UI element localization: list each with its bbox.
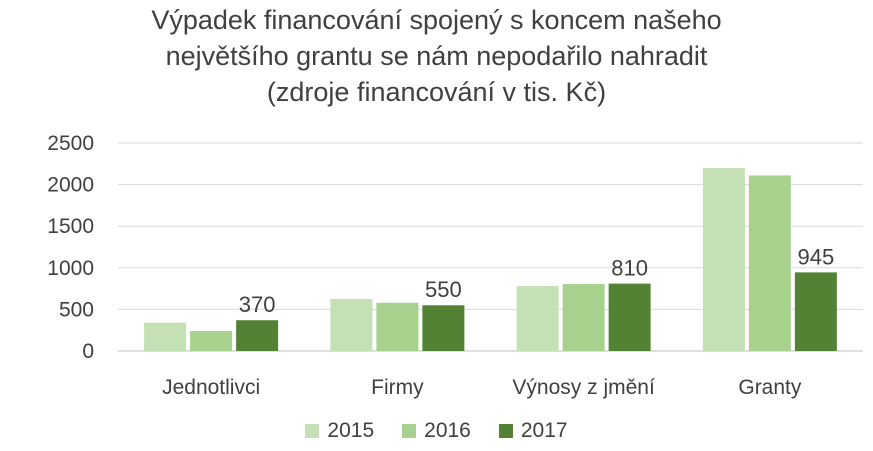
y-tick-label: 1000: [47, 257, 94, 280]
bar-2016: [376, 302, 419, 351]
legend-swatch-2016: [402, 424, 417, 438]
legend-item-2015: 2015: [305, 419, 374, 443]
legend-swatch-2015: [305, 424, 320, 438]
bar-2015: [330, 299, 373, 351]
bar-2017: [236, 320, 279, 351]
y-tick-label: 2500: [47, 132, 94, 155]
legend-label-2017: 2017: [520, 419, 568, 442]
x-category-label: Granty: [738, 376, 802, 399]
bar-2017: [794, 272, 837, 351]
legend-label-2015: 2015: [327, 419, 375, 442]
chart-title-line-3: (zdroje financování v tis. Kč): [266, 77, 607, 107]
bar-2017: [422, 305, 465, 351]
bar-2017: [608, 283, 651, 351]
y-tick-label: 500: [59, 298, 94, 321]
legend-swatch-2017: [498, 424, 513, 438]
chart-title: Výpadek financování spojený s koncem naš…: [0, 2, 873, 110]
data-label: 945: [798, 244, 835, 269]
chart-title-line-1: Výpadek financování spojený s koncem naš…: [151, 5, 722, 35]
data-label: 810: [611, 256, 648, 281]
x-category-label: Firmy: [371, 376, 424, 399]
bar-2016: [748, 175, 791, 351]
legend-item-2016: 2016: [402, 419, 471, 443]
bar-2015: [144, 322, 187, 351]
chart-title-line-2: největšího grantu se nám nepodařilo nahr…: [165, 41, 708, 71]
bar-2015: [516, 286, 559, 351]
bar-2015: [702, 167, 745, 351]
legend-label-2016: 2016: [424, 419, 471, 442]
data-label: 370: [239, 292, 276, 317]
y-tick-label: 1500: [47, 215, 94, 238]
legend-item-2017: 2017: [498, 419, 568, 443]
x-category-label: Výnosy z jmění: [512, 376, 655, 399]
data-label: 550: [425, 277, 462, 302]
y-tick-label: 2000: [47, 174, 94, 197]
bar-2016: [190, 331, 233, 351]
bar-2016: [562, 284, 605, 351]
legend: 2015 2016 2017: [0, 419, 873, 443]
x-category-label: Jednotlivci: [162, 376, 260, 399]
y-tick-label: 0: [82, 340, 94, 363]
